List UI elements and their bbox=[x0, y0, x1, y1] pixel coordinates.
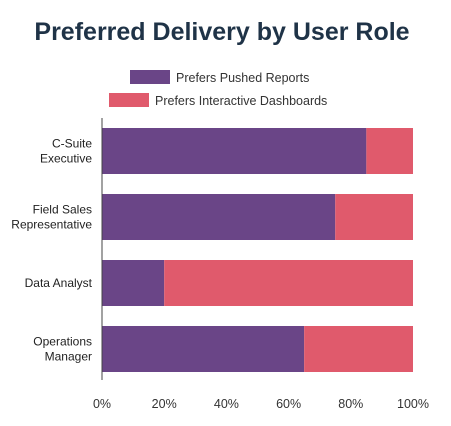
category-label-2: Data Analyst bbox=[25, 276, 93, 290]
category-label-0-line-0: C-Suite bbox=[52, 137, 92, 151]
legend-swatch-0 bbox=[130, 70, 170, 84]
bar-0-series-0 bbox=[102, 128, 367, 174]
bar-3-series-0 bbox=[102, 326, 305, 372]
category-label-1-line-1: Representative bbox=[11, 218, 92, 232]
bar-1-series-1 bbox=[335, 194, 413, 240]
bar-2-series-0 bbox=[102, 260, 165, 306]
legend-swatch-1 bbox=[109, 93, 149, 107]
x-tick-label-2: 40% bbox=[214, 397, 239, 411]
x-tick-label-1: 20% bbox=[152, 397, 177, 411]
bars-group bbox=[102, 128, 413, 372]
legend-label-1: Prefers Interactive Dashboards bbox=[155, 94, 327, 108]
x-tick-label-4: 80% bbox=[338, 397, 363, 411]
x-tick-label-3: 60% bbox=[276, 397, 301, 411]
bar-0-series-1 bbox=[366, 128, 413, 174]
legend: Prefers Pushed Reports Prefers Interactiv… bbox=[109, 70, 327, 108]
category-label-3-line-1: Manager bbox=[45, 350, 92, 364]
bar-1-series-0 bbox=[102, 194, 336, 240]
x-axis-ticks: 0% 20% 40% 60% 80% 100% bbox=[93, 397, 429, 411]
x-tick-label-5: 100% bbox=[397, 397, 429, 411]
bar-2-series-1 bbox=[164, 260, 413, 306]
legend-label-0: Prefers Pushed Reports bbox=[176, 71, 309, 85]
x-tick-label-0: 0% bbox=[93, 397, 111, 411]
bar-3-series-1 bbox=[304, 326, 413, 372]
category-label-0-line-1: Executive bbox=[40, 152, 92, 166]
category-label-1-line-0: Field Sales bbox=[33, 203, 92, 217]
category-label-3-line-0: Operations bbox=[33, 335, 92, 349]
chart-title: Preferred Delivery by User Role bbox=[34, 18, 409, 46]
